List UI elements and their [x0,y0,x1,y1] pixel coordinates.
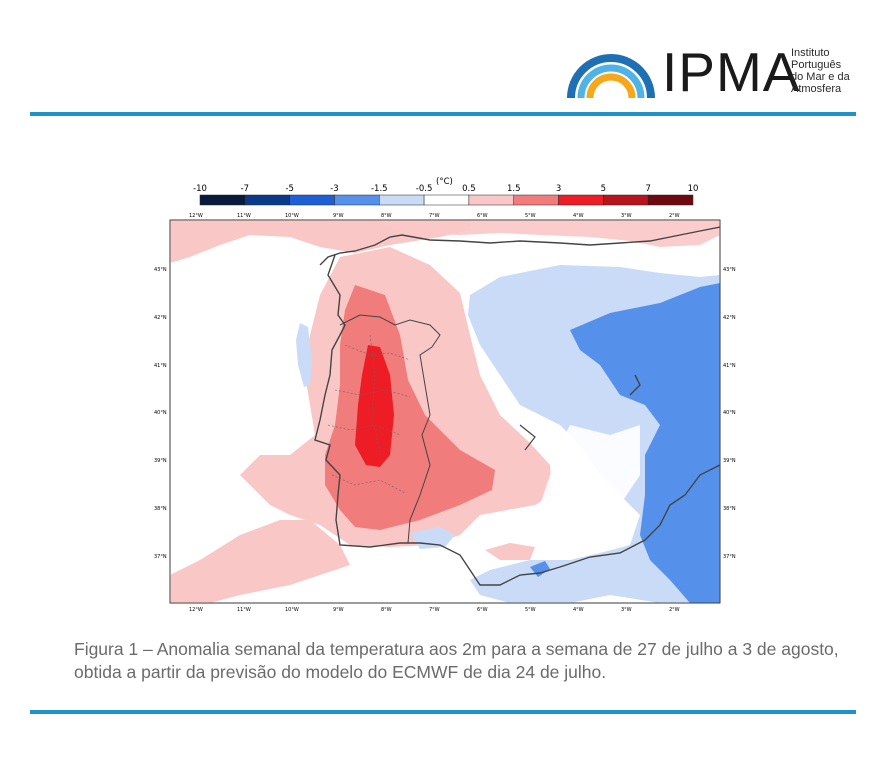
colorbar-label: -0.5 [416,184,433,194]
colorbar-label: 3 [556,184,561,194]
x-tick-label: 12°W [189,213,203,219]
logo-institute-name: Instituto Português do Mar e da Atmosfer… [791,47,850,95]
x-tick-label: 9°W [333,213,344,219]
logo-wordmark: IPMA [662,41,801,103]
y-tick-label: 37°N [723,554,736,560]
x-tick-label: 3°W [621,607,632,613]
y-tick-label: 43°N [154,267,167,273]
y-tick-label: 39°N [723,458,736,464]
x-tick-label: 2°W [669,213,680,219]
y-tick-label: 38°N [154,506,167,512]
colorbar-label: -5 [285,184,293,194]
colorbar-label: -10 [193,184,207,194]
colorbar-label: 7 [645,184,650,194]
y-tick-label: 40°N [723,410,736,416]
x-tick-label: 2°W [669,607,680,613]
x-tick-label: 11°W [237,213,251,219]
x-tick-label: 8°W [381,607,392,613]
temperature-anomaly-map-figure: (°C) -10 -7 -5 -3 -1.5 -0.5 0.5 1.5 3 5 7 10 [154,177,736,613]
colorbar-label: -7 [241,184,249,194]
x-tick-label: 6°W [477,213,488,219]
logo-sub-line: Instituto [791,47,830,59]
colorbar-cell [199,194,246,206]
x-tick-label: 9°W [333,607,344,613]
colorbar-cell [244,194,290,206]
colorbar-cell [647,194,694,206]
logo-sub-line: Atmosfera [791,83,842,95]
colorbar-unit: (°C) [436,177,453,187]
y-tick-label: 37°N [154,554,167,560]
x-tick-label: 5°W [525,607,536,613]
figure-caption: Figura 1 – Anomalia semanal da temperatu… [74,639,839,682]
y-tick-label: 39°N [154,458,167,464]
x-tick-label: 11°W [237,607,251,613]
x-tick-label: 4°W [573,213,584,219]
colorbar-cell [603,194,649,206]
x-axis-bottom: 12°W 11°W 10°W 9°W 8°W 7°W 6°W 5°W 4°W 3… [189,607,680,613]
y-tick-label: 41°N [154,363,167,369]
colorbar-cell [334,194,380,206]
y-tick-label: 40°N [154,410,167,416]
footer-divider [30,710,856,714]
colorbar-label: -1.5 [371,184,388,194]
map-panel [169,219,721,604]
colorbar-label: 1.5 [507,184,521,194]
colorbar-label: 0.5 [462,184,476,194]
x-tick-label: 5°W [525,213,536,219]
rainbow-arc-logo-icon [567,54,655,99]
y-tick-label: 43°N [723,267,736,273]
x-axis-top: 12°W 11°W 10°W 9°W 8°W 7°W 6°W 5°W 4°W 3… [189,213,680,219]
x-tick-label: 4°W [573,607,584,613]
colorbar-label: -3 [330,184,338,194]
y-tick-label: 38°N [723,506,736,512]
colorbar-labels: -10 -7 -5 -3 -1.5 -0.5 0.5 1.5 3 5 7 10 [193,184,698,194]
y-tick-label: 42°N [723,315,736,321]
x-tick-label: 6°W [477,607,488,613]
y-tick-label: 42°N [154,315,167,321]
ipma-logo: IPMA Instituto Português do Mar e da Atm… [565,42,865,106]
x-tick-label: 8°W [381,213,392,219]
x-tick-label: 10°W [285,607,299,613]
y-axis-right: 43°N 42°N 41°N 40°N 39°N 38°N 37°N [723,267,736,560]
x-tick-label: 12°W [189,607,203,613]
colorbar-label: 5 [601,184,606,194]
colorbar [199,194,694,206]
y-axis-left: 43°N 42°N 41°N 40°N 39°N 38°N 37°N [154,267,167,560]
colorbar-cell [558,194,604,206]
logo-sub-line: Português [791,59,842,71]
colorbar-cell [379,194,425,206]
colorbar-cell [513,194,559,206]
colorbar-cell [468,194,514,206]
header-divider [30,112,856,116]
colorbar-cell [289,194,335,206]
x-tick-label: 3°W [621,213,632,219]
y-tick-label: 41°N [723,363,736,369]
x-tick-label: 7°W [429,607,440,613]
colorbar-label: 10 [688,184,699,194]
x-tick-label: 7°W [429,213,440,219]
x-tick-label: 10°W [285,213,299,219]
logo-sub-line: do Mar e da [791,71,850,83]
colorbar-cell [423,194,470,206]
